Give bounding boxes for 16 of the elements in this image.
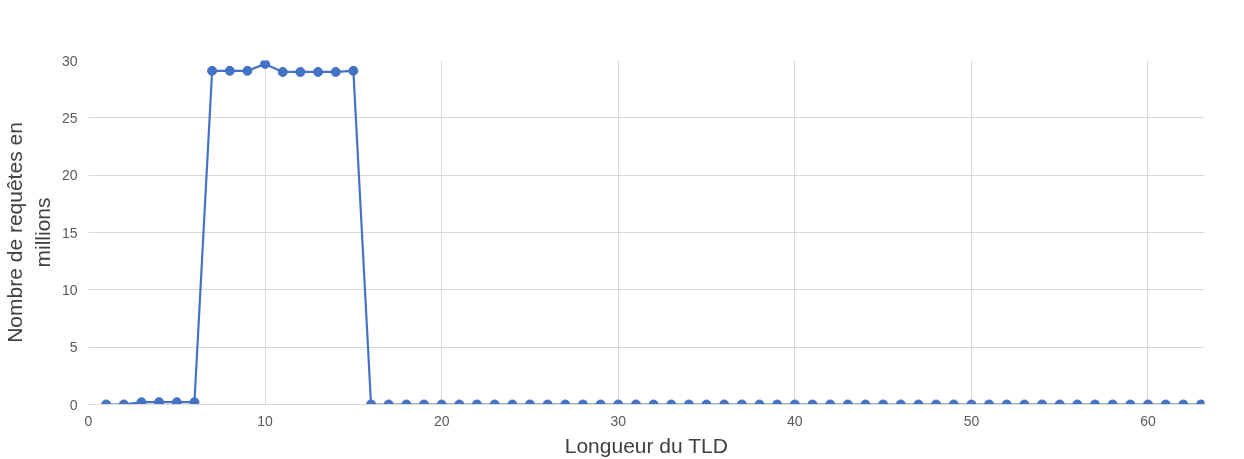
x-tick-label: 40 bbox=[787, 412, 803, 429]
y-tick-label: 5 bbox=[69, 339, 78, 356]
y-tick-label: 0 bbox=[69, 396, 78, 413]
x-tick-label: 0 bbox=[84, 412, 93, 429]
y-tick-label: 10 bbox=[61, 281, 78, 298]
x-tick-label: 30 bbox=[610, 412, 627, 429]
x-axis-title: Longueur du TLD bbox=[564, 433, 728, 457]
y-tick-label: 20 bbox=[61, 167, 78, 184]
x-tick-label: 50 bbox=[963, 412, 980, 429]
y-tick-label: 15 bbox=[61, 224, 78, 241]
x-tick-label: 20 bbox=[433, 412, 450, 429]
y-tick-label: 25 bbox=[61, 109, 78, 126]
y-tick-label: 30 bbox=[61, 52, 78, 69]
x-tick-label: 10 bbox=[257, 412, 274, 429]
x-tick-label: 60 bbox=[1140, 412, 1156, 429]
y-axis-title: Nombre de requêtes en millions bbox=[3, 122, 54, 343]
